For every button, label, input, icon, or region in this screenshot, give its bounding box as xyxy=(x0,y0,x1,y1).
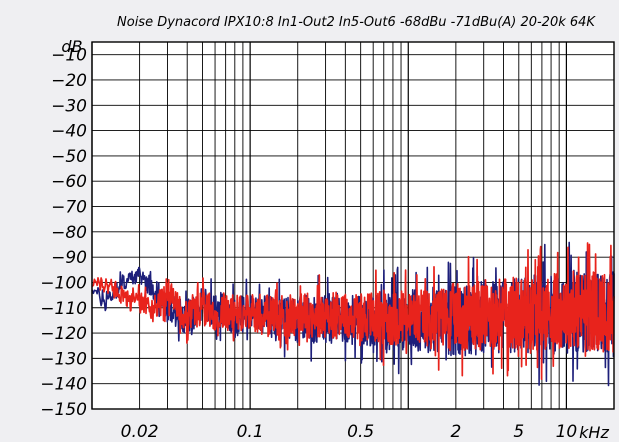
plot-background xyxy=(92,42,614,409)
y-tick-label: −20 xyxy=(51,71,87,91)
chart-title: Noise Dynacord IPX10:8 In1-Out2 In5-Out6… xyxy=(117,15,596,30)
x-tick-label: 2 xyxy=(450,422,461,442)
y-tick-label: −150 xyxy=(40,400,87,420)
y-tick-label: −50 xyxy=(51,147,87,167)
x-tick-label: 0.02 xyxy=(121,422,159,442)
y-tick-label: −130 xyxy=(40,349,87,369)
y-tick-label: −110 xyxy=(40,299,87,319)
x-tick-label: 0.5 xyxy=(347,422,374,442)
y-tick-label: −60 xyxy=(51,172,87,192)
plot-area xyxy=(92,42,614,409)
plot-frame xyxy=(91,41,615,410)
y-tick-label: −120 xyxy=(40,324,87,344)
y-tick-label: −10 xyxy=(51,46,87,66)
y-tick-label: −140 xyxy=(40,375,87,395)
y-tick-label: −90 xyxy=(51,248,87,268)
y-tick-label: −40 xyxy=(51,122,87,142)
y-axis-label: dB xyxy=(61,37,82,56)
x-axis-label: kHz xyxy=(579,423,609,442)
y-axis-ticks: −10 −20 −30 −40 −50 −60 −70 −80 −90 −100 −110 −120 −… xyxy=(40,46,87,420)
series-line-2 xyxy=(91,242,615,381)
x-tick-label: 0.1 xyxy=(237,422,264,442)
x-axis-ticks: 0.02 0.1 0.5 2 5 10 xyxy=(121,422,578,442)
y-tick-label: −80 xyxy=(51,223,87,243)
y-tick-label: −30 xyxy=(51,96,87,116)
y-tick-label: −70 xyxy=(51,198,87,218)
x-tick-label: 5 xyxy=(513,422,524,442)
y-tick-label: −100 xyxy=(40,273,87,293)
x-tick-label: 10 xyxy=(556,422,578,442)
series-layer xyxy=(91,241,615,387)
